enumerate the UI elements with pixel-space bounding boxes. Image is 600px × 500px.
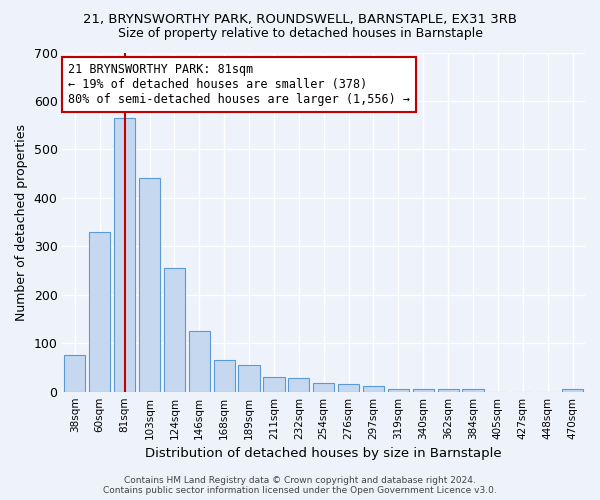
Bar xyxy=(164,268,185,392)
Bar xyxy=(313,384,334,392)
Bar xyxy=(463,390,484,392)
Bar xyxy=(139,178,160,392)
Bar xyxy=(64,356,85,392)
Bar xyxy=(413,390,434,392)
Text: 21, BRYNSWORTHY PARK, ROUNDSWELL, BARNSTAPLE, EX31 3RB: 21, BRYNSWORTHY PARK, ROUNDSWELL, BARNST… xyxy=(83,12,517,26)
Bar xyxy=(89,232,110,392)
Bar xyxy=(363,386,384,392)
Bar xyxy=(437,390,459,392)
Bar xyxy=(288,378,310,392)
Bar xyxy=(214,360,235,392)
Bar xyxy=(238,365,260,392)
Text: 21 BRYNSWORTHY PARK: 81sqm
← 19% of detached houses are smaller (378)
80% of sem: 21 BRYNSWORTHY PARK: 81sqm ← 19% of deta… xyxy=(68,62,410,106)
Bar xyxy=(562,390,583,392)
Bar xyxy=(388,390,409,392)
Text: Contains HM Land Registry data © Crown copyright and database right 2024.
Contai: Contains HM Land Registry data © Crown c… xyxy=(103,476,497,495)
X-axis label: Distribution of detached houses by size in Barnstaple: Distribution of detached houses by size … xyxy=(145,447,502,460)
Text: Size of property relative to detached houses in Barnstaple: Size of property relative to detached ho… xyxy=(118,28,482,40)
Bar xyxy=(338,384,359,392)
Bar xyxy=(263,377,284,392)
Bar xyxy=(114,118,135,392)
Bar xyxy=(189,331,210,392)
Y-axis label: Number of detached properties: Number of detached properties xyxy=(15,124,28,320)
